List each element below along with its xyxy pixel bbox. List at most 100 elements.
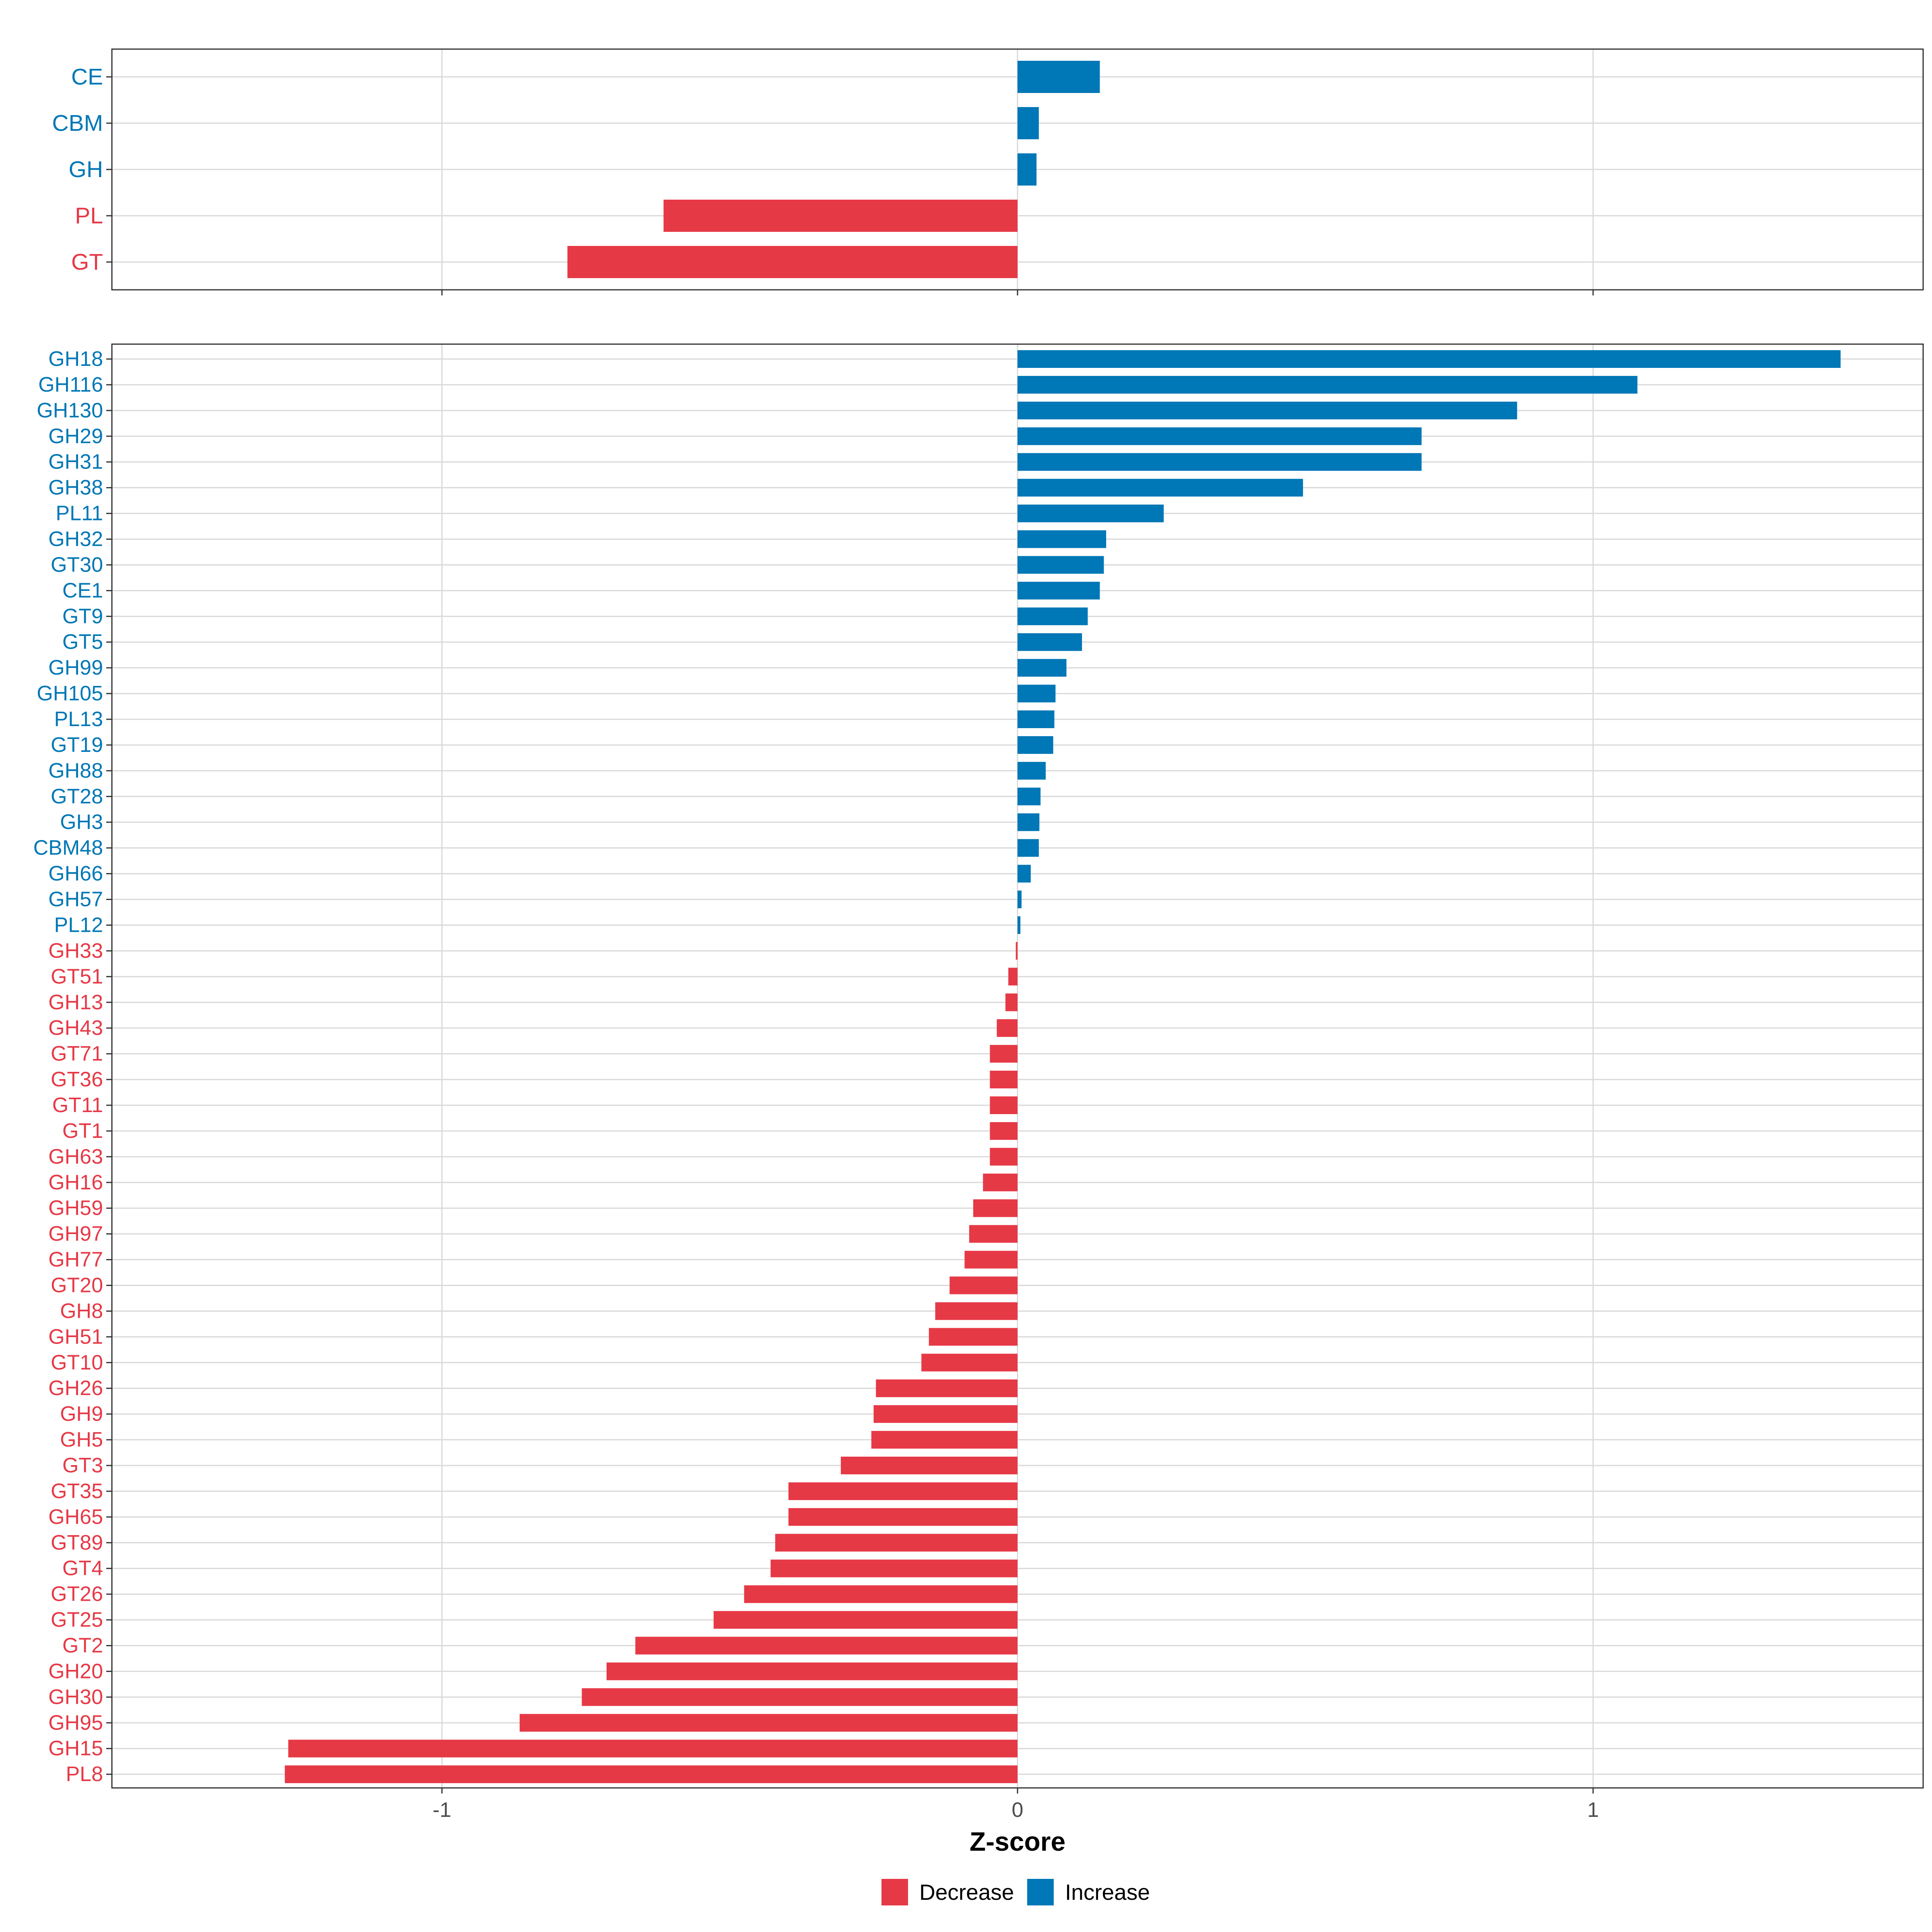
- bar-cbm48: [1018, 839, 1039, 857]
- category-label: CBM: [52, 110, 103, 136]
- x-tick-label: 1: [1587, 1798, 1599, 1822]
- bar-gh16: [983, 1173, 1018, 1191]
- category-label: GH130: [37, 399, 103, 422]
- bar-gh8: [935, 1302, 1018, 1320]
- category-label: GH38: [48, 476, 103, 500]
- bar-gt30: [1018, 556, 1104, 574]
- bar-gt36: [990, 1071, 1018, 1089]
- category-label: GT71: [51, 1042, 103, 1065]
- category-label: GT20: [51, 1274, 103, 1297]
- bar-gt9: [1018, 607, 1088, 625]
- category-label: GT9: [62, 605, 103, 628]
- category-label: GH77: [48, 1248, 103, 1271]
- bar-gh130: [1018, 401, 1517, 419]
- category-label: GH33: [48, 939, 103, 962]
- bar-gh30: [582, 1688, 1018, 1706]
- bar-gh18: [1018, 350, 1841, 368]
- category-label: GH95: [48, 1711, 103, 1734]
- category-label: GH32: [48, 528, 103, 551]
- bar-gh97: [969, 1225, 1018, 1243]
- category-label: GT11: [52, 1094, 103, 1117]
- bar-gt3: [840, 1456, 1018, 1474]
- category-label: GT19: [51, 733, 103, 757]
- bar-gt28: [1018, 787, 1041, 805]
- category-label: GH8: [60, 1299, 103, 1323]
- bar-gt35: [788, 1482, 1018, 1500]
- legend-label-decrease: Decrease: [919, 1880, 1014, 1905]
- bar-gh13: [1005, 993, 1018, 1011]
- bar-gh95: [520, 1714, 1018, 1732]
- bar-pl: [663, 200, 1018, 232]
- bar-gh33: [1016, 942, 1018, 960]
- bar-gh63: [990, 1148, 1018, 1166]
- category-label: CBM48: [33, 836, 103, 860]
- category-label: GH26: [48, 1377, 103, 1400]
- category-label: CE1: [62, 579, 103, 602]
- category-label: GT3: [62, 1454, 103, 1477]
- bar-gt71: [990, 1045, 1018, 1063]
- category-label: GT1: [62, 1119, 103, 1143]
- x-axis-title: Z-score: [970, 1827, 1065, 1856]
- category-label: GH57: [48, 888, 103, 911]
- category-label: GH59: [48, 1197, 103, 1220]
- category-label: GH97: [48, 1222, 103, 1246]
- bar-gh43: [997, 1019, 1018, 1037]
- category-label: GH43: [48, 1016, 103, 1040]
- bar-gh116: [1018, 376, 1638, 394]
- bar-gh20: [606, 1662, 1018, 1680]
- bar-gt5: [1018, 633, 1082, 651]
- bar-gh99: [1018, 659, 1067, 677]
- category-label: GT36: [51, 1068, 103, 1091]
- category-label: PL12: [54, 913, 103, 937]
- bar-gt: [567, 246, 1018, 278]
- bar-gt26: [744, 1585, 1018, 1603]
- category-label: GT28: [51, 785, 103, 808]
- category-label: GT5: [62, 630, 103, 654]
- category-label: GT25: [51, 1608, 103, 1632]
- legend-key-increase: [1027, 1879, 1054, 1905]
- bar-pl8: [285, 1765, 1018, 1783]
- category-label: PL: [75, 203, 103, 229]
- category-label: GT26: [51, 1583, 103, 1606]
- category-label: GH116: [38, 373, 103, 396]
- bar-gh57: [1018, 890, 1022, 908]
- bar-gh77: [964, 1251, 1018, 1269]
- bar-gh9: [873, 1405, 1018, 1423]
- bar-ce1: [1018, 582, 1100, 600]
- category-label: GH: [69, 157, 103, 182]
- bar-gh65: [788, 1508, 1018, 1526]
- category-label: GH65: [48, 1505, 103, 1529]
- bar-gt20: [949, 1276, 1018, 1294]
- category-label: GT2: [62, 1634, 103, 1657]
- category-label: GH88: [48, 759, 103, 782]
- bar-gt4: [770, 1559, 1018, 1577]
- x-tick-label: 0: [1012, 1798, 1024, 1822]
- legend-label-increase: Increase: [1065, 1880, 1150, 1905]
- bar-pl13: [1018, 710, 1055, 729]
- category-label: GH20: [48, 1660, 103, 1683]
- bar-gh66: [1018, 865, 1031, 883]
- category-label: GH5: [60, 1428, 103, 1451]
- category-label: GH15: [48, 1737, 103, 1760]
- bar-pl11: [1018, 504, 1164, 522]
- bar-gt89: [775, 1534, 1018, 1552]
- category-label: PL8: [66, 1763, 103, 1786]
- bar-gh32: [1018, 530, 1106, 548]
- bar-cbm: [1018, 107, 1039, 139]
- bar-gh51: [929, 1328, 1018, 1346]
- bar-gt2: [635, 1637, 1018, 1655]
- category-label: GH30: [48, 1685, 103, 1709]
- category-label: GT4: [62, 1557, 103, 1580]
- bar-gh5: [871, 1431, 1018, 1449]
- bar-gh15: [288, 1740, 1018, 1758]
- category-label: GH9: [60, 1402, 103, 1426]
- category-label: GT35: [51, 1480, 103, 1503]
- bar-gt25: [713, 1611, 1018, 1629]
- legend: Decrease Increase: [881, 1879, 1150, 1905]
- category-label: PL13: [54, 708, 103, 731]
- category-label: GH31: [48, 450, 103, 474]
- family-panel: CE CBM GH PL GT: [52, 48, 1924, 295]
- bar-gt11: [990, 1096, 1018, 1114]
- category-label: GT89: [51, 1531, 103, 1554]
